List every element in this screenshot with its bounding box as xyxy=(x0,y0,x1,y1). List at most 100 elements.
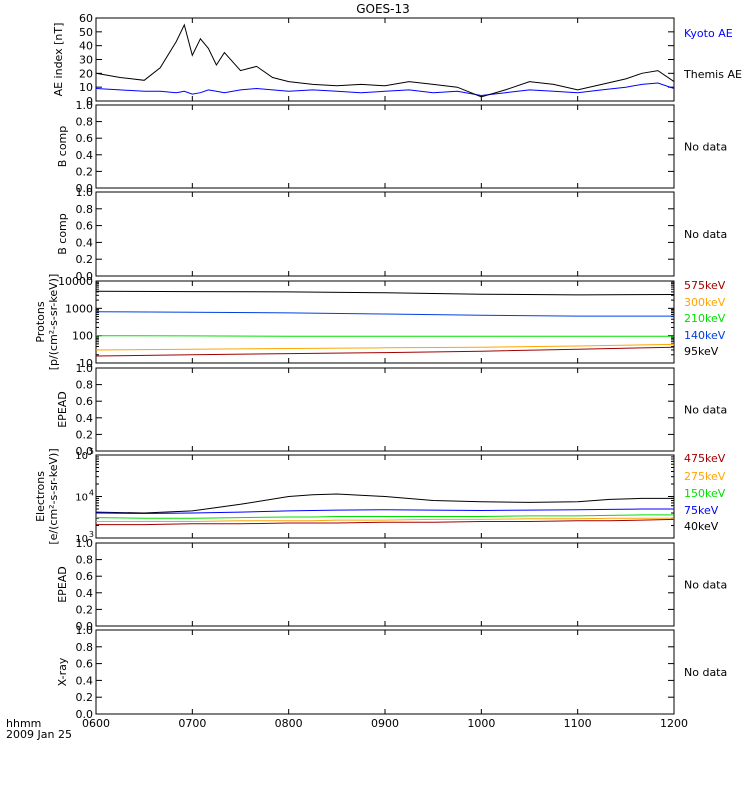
panel-1: 1.0 0.8 0.6 0.4 0.2 0.0 B comp No data xyxy=(56,99,727,195)
y-tick-label: 0.4 xyxy=(76,412,94,425)
legend-entry: 475keV xyxy=(684,452,726,465)
no-data-label: No data xyxy=(684,579,727,592)
y-tick-label: 0.6 xyxy=(76,395,94,408)
y-axis-label: B comp xyxy=(56,126,69,168)
no-data-label: No data xyxy=(684,141,727,154)
y-axis-label: AE index [nT] xyxy=(52,23,65,97)
y-tick-label: 0.4 xyxy=(76,149,94,162)
series-line-95kev xyxy=(95,290,675,296)
y-axis-label: EPEAD xyxy=(56,566,69,603)
legend-entry: Themis AE xyxy=(683,68,742,81)
y-tick-label: 0.6 xyxy=(76,658,94,671)
panel-frame xyxy=(95,367,675,452)
y-tick-label: 1.0 xyxy=(76,537,94,550)
y-tick-label: 0.2 xyxy=(76,691,94,704)
y-tick-label: 0.2 xyxy=(76,165,94,178)
y-tick-label: 0.6 xyxy=(76,132,94,145)
legend-entry: 300keV xyxy=(684,296,726,309)
series-line-275kev xyxy=(96,517,674,522)
time-tick-label: 1000 xyxy=(467,717,495,730)
y-tick-exponent: 3 xyxy=(89,530,94,539)
panel-frame xyxy=(95,104,675,189)
series-line-75kev xyxy=(95,508,674,515)
y-tick-label: 0.0 xyxy=(76,620,94,633)
y-tick-label: 10 xyxy=(75,534,88,545)
time-tick-label: 0800 xyxy=(275,717,303,730)
time-tick-label: 1100 xyxy=(564,717,592,730)
y-tick-label: 0.6 xyxy=(76,570,94,583)
y-tick-label: 40 xyxy=(79,40,93,53)
time-tick-label: 0700 xyxy=(178,717,206,730)
y-tick-label: 0.4 xyxy=(76,236,94,249)
y-tick-label: 0.2 xyxy=(76,603,94,616)
chart-title: GOES-13 xyxy=(356,2,410,16)
y-tick-label: 20 xyxy=(79,67,93,80)
y-tick-exponent: 5 xyxy=(89,447,94,456)
y-axis-label: EPEAD xyxy=(56,391,69,428)
y-tick-label: 30 xyxy=(79,54,93,67)
panel-4: 1.0 0.8 0.6 0.4 0.2 0.0 EPEAD No data xyxy=(56,362,727,458)
series-line-themis-ae xyxy=(95,23,675,98)
y-tick-label: 10 xyxy=(79,357,93,370)
legend-entry: 210keV xyxy=(684,312,726,325)
y-tick-label: 0.8 xyxy=(76,116,94,129)
series-line-140kev xyxy=(95,311,674,317)
y-tick-label: 1000 xyxy=(65,302,93,315)
panel-frame xyxy=(95,191,675,277)
legend-entry: 275keV xyxy=(684,470,726,483)
y-axis-unit: [e/(cm²-s-sr-keV)] xyxy=(47,448,60,544)
y-tick-label: 60 xyxy=(79,12,93,25)
series-line-475kev xyxy=(96,518,675,526)
y-tick-label: 10000 xyxy=(58,275,93,288)
y-axis-label: X-ray xyxy=(56,657,69,686)
y-tick-label: 0 xyxy=(86,95,93,108)
y-tick-label: 10 xyxy=(79,81,93,94)
series-line-kyoto-ae xyxy=(95,82,675,97)
y-tick-label: 0.0 xyxy=(76,182,94,195)
no-data-label: No data xyxy=(684,666,727,679)
legend-entry: 150keV xyxy=(684,487,726,500)
y-tick-label: 1.0 xyxy=(76,624,94,637)
y-tick-label: 0.6 xyxy=(76,220,94,233)
series-line-300kev xyxy=(95,343,675,351)
time-tick-label: 0900 xyxy=(371,717,399,730)
panel-frame xyxy=(95,629,675,715)
y-tick-label: 0.2 xyxy=(76,253,94,266)
panel-3: 10000 1000 100 10 Protons [p/(cm²-s-sr-keV)] 5… xyxy=(34,274,726,371)
y-tick-label: 0.0 xyxy=(76,270,94,283)
legend-entry: Kyoto AE xyxy=(684,27,733,40)
y-tick-label: 0.8 xyxy=(76,641,94,654)
time-tick-label: 1200 xyxy=(660,717,688,730)
panel-6: 1.0 0.8 0.6 0.4 0.2 0.0 EPEAD No data xyxy=(56,537,727,633)
y-axis-label: Protons xyxy=(34,301,47,342)
y-tick-label: 1.0 xyxy=(76,99,94,112)
legend-entry: 95keV xyxy=(684,345,719,358)
y-tick-label: 10 xyxy=(75,451,88,462)
y-tick-label: 0.8 xyxy=(76,203,94,216)
y-tick-label: 0.0 xyxy=(76,708,94,721)
y-tick-label: 1.0 xyxy=(76,186,94,199)
time-axis: 0600 0700 0800 0900 1000 1100 1200 xyxy=(82,717,688,730)
series-line-150kev xyxy=(95,514,674,519)
series-line-40kev xyxy=(95,493,674,514)
legend-entry: 40keV xyxy=(684,520,719,533)
y-tick-label: 1.0 xyxy=(76,362,94,375)
hhmm-label: hhmm xyxy=(6,717,41,730)
no-data-label: No data xyxy=(684,228,727,241)
y-axis-label: Electrons xyxy=(34,471,47,522)
legend-entry: 140keV xyxy=(684,329,726,342)
y-axis-label: B comp xyxy=(56,213,69,255)
y-tick-label: 0.2 xyxy=(76,428,94,441)
panel-7: 1.0 0.8 0.6 0.4 0.2 0.0 X-ray No data xyxy=(56,624,727,721)
y-axis-unit: [p/(cm²-s-sr-keV)] xyxy=(47,274,60,371)
y-tick-label: 100 xyxy=(72,330,93,343)
legend-entry: 575keV xyxy=(684,279,726,292)
legend-entry: 75keV xyxy=(684,504,719,517)
date-label: 2009 Jan 25 xyxy=(6,728,72,741)
panel-frame xyxy=(95,17,675,102)
y-tick-label: 0.0 xyxy=(76,445,94,458)
